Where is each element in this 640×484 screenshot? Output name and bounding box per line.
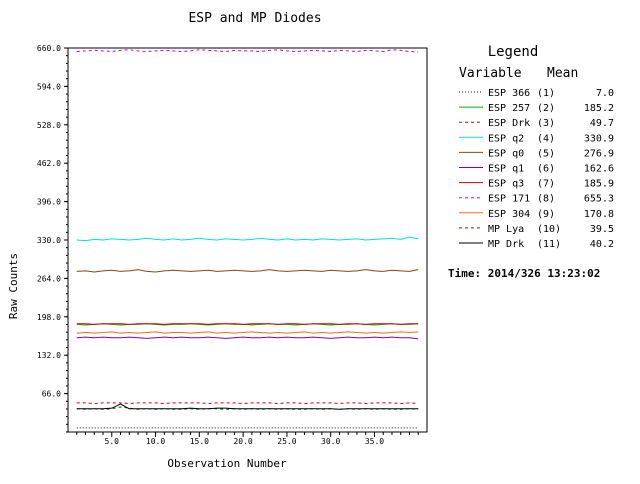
legend-series-name: MP Drk	[488, 239, 524, 250]
series-line-mp-drk	[76, 403, 419, 410]
legend-title: Legend	[488, 44, 539, 60]
legend-series-mean: 185.9	[584, 179, 614, 190]
y-tick-label: 528.0	[37, 121, 61, 130]
legend-series-number: (3)	[537, 118, 555, 129]
legend-series-name: ESP 304	[488, 209, 530, 220]
legend-series-mean: 49.7	[590, 118, 614, 129]
legend-series-mean: 330.9	[584, 133, 614, 144]
series-line-esp-171	[76, 49, 419, 53]
legend-series-name: ESP q1	[488, 164, 524, 175]
legend-series-number: (7)	[537, 179, 555, 190]
legend-series-mean: 7.0	[596, 88, 614, 99]
legend-series-mean: 40.2	[590, 239, 614, 250]
legend-series-name: ESP 366	[488, 88, 530, 99]
y-tick-label: 198.0	[37, 313, 61, 322]
series-line-esp-drk	[76, 402, 419, 404]
series-line-esp-q0	[76, 269, 419, 273]
y-tick-label: 264.0	[37, 274, 61, 283]
x-tick-label: 10.0	[146, 437, 165, 446]
legend-series-mean: 39.5	[590, 224, 614, 235]
legend-series-number: (10)	[537, 224, 561, 235]
legend-series-number: (5)	[537, 148, 555, 159]
legend-series-number: (2)	[537, 103, 555, 114]
legend-header-mean: Mean	[547, 66, 578, 81]
legend-series-mean: 655.3	[584, 194, 614, 205]
legend-series-number: (1)	[537, 88, 555, 99]
legend-series-name: MP Lya	[488, 224, 524, 235]
y-tick-label: 594.0	[37, 82, 61, 91]
x-tick-label: 30.0	[321, 437, 340, 446]
legend-series-number: (11)	[537, 239, 561, 250]
legend-series-number: (8)	[537, 194, 555, 205]
legend-series-number: (4)	[537, 133, 555, 144]
legend-series-name: ESP Drk	[488, 118, 530, 129]
legend-series-name: ESP q0	[488, 148, 524, 159]
legend-series-name: ESP 257	[488, 103, 530, 114]
y-tick-label: 660.0	[37, 44, 61, 53]
legend-series-name: ESP q2	[488, 133, 524, 144]
legend-series-number: (6)	[537, 164, 555, 175]
timestamp-label: Time: 2014/326 13:23:02	[448, 267, 600, 280]
series-lines	[76, 49, 419, 429]
x-tick-label: 35.0	[365, 437, 384, 446]
y-tick-label: 132.0	[37, 351, 61, 360]
x-tick-label: 5.0	[105, 437, 120, 446]
legend-series-mean: 162.6	[584, 164, 614, 175]
legend-series-name: ESP 171	[488, 194, 530, 205]
y-axis-label: Raw Counts	[7, 253, 20, 319]
legend-series-name: ESP q3	[488, 179, 524, 190]
y-axis-ticks: 66.0 132.0 198.0 264.0 330.0 396.0 462.0 528.0 5…	[37, 44, 68, 433]
chart-title: ESP and MP Diodes	[188, 11, 321, 26]
x-tick-label: 25.0	[277, 437, 296, 446]
y-tick-label: 330.0	[37, 236, 61, 245]
series-line-esp-q3	[76, 323, 419, 325]
series-line-esp-304	[76, 331, 419, 334]
x-axis-ticks: 5.0 10.0 15.0 20.0 25.0 30.0 35.0	[76, 432, 419, 446]
legend-series-mean: 276.9	[584, 148, 614, 159]
legend-series-number: (9)	[537, 209, 555, 220]
legend-header-variable: Variable	[459, 66, 522, 81]
series-line-esp-q1	[76, 336, 419, 340]
y-tick-label: 396.0	[37, 198, 61, 207]
series-line-esp-q2	[76, 236, 419, 242]
legend-series-mean: 170.8	[584, 209, 614, 220]
legend-rows: ESP 366 (1) 7.0 ESP 257 (2) 185.2 ESP Drk (3) 49…	[459, 88, 614, 250]
legend-series-mean: 185.2	[584, 103, 614, 114]
x-tick-label: 20.0	[233, 437, 252, 446]
legend: Legend Variable Mean ESP 366 (1) 7.0 ESP 25…	[459, 44, 614, 250]
y-tick-label: 462.0	[37, 159, 61, 168]
x-axis-label: Observation Number	[167, 457, 287, 470]
x-tick-label: 15.0	[190, 437, 209, 446]
y-tick-label: 66.0	[42, 390, 61, 399]
